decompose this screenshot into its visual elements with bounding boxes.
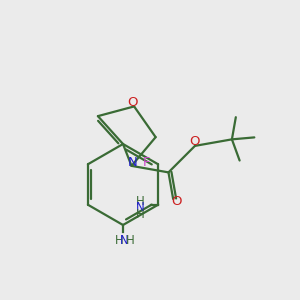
Text: H: H bbox=[126, 233, 135, 247]
Text: N: N bbox=[136, 201, 144, 214]
Text: H: H bbox=[136, 195, 144, 208]
Text: F: F bbox=[143, 156, 150, 169]
Text: O: O bbox=[128, 96, 138, 109]
Text: N: N bbox=[128, 156, 138, 169]
Text: N: N bbox=[120, 233, 129, 247]
Text: O: O bbox=[189, 135, 200, 148]
Text: H: H bbox=[136, 208, 144, 221]
Text: O: O bbox=[171, 196, 181, 208]
Text: H: H bbox=[114, 233, 123, 247]
